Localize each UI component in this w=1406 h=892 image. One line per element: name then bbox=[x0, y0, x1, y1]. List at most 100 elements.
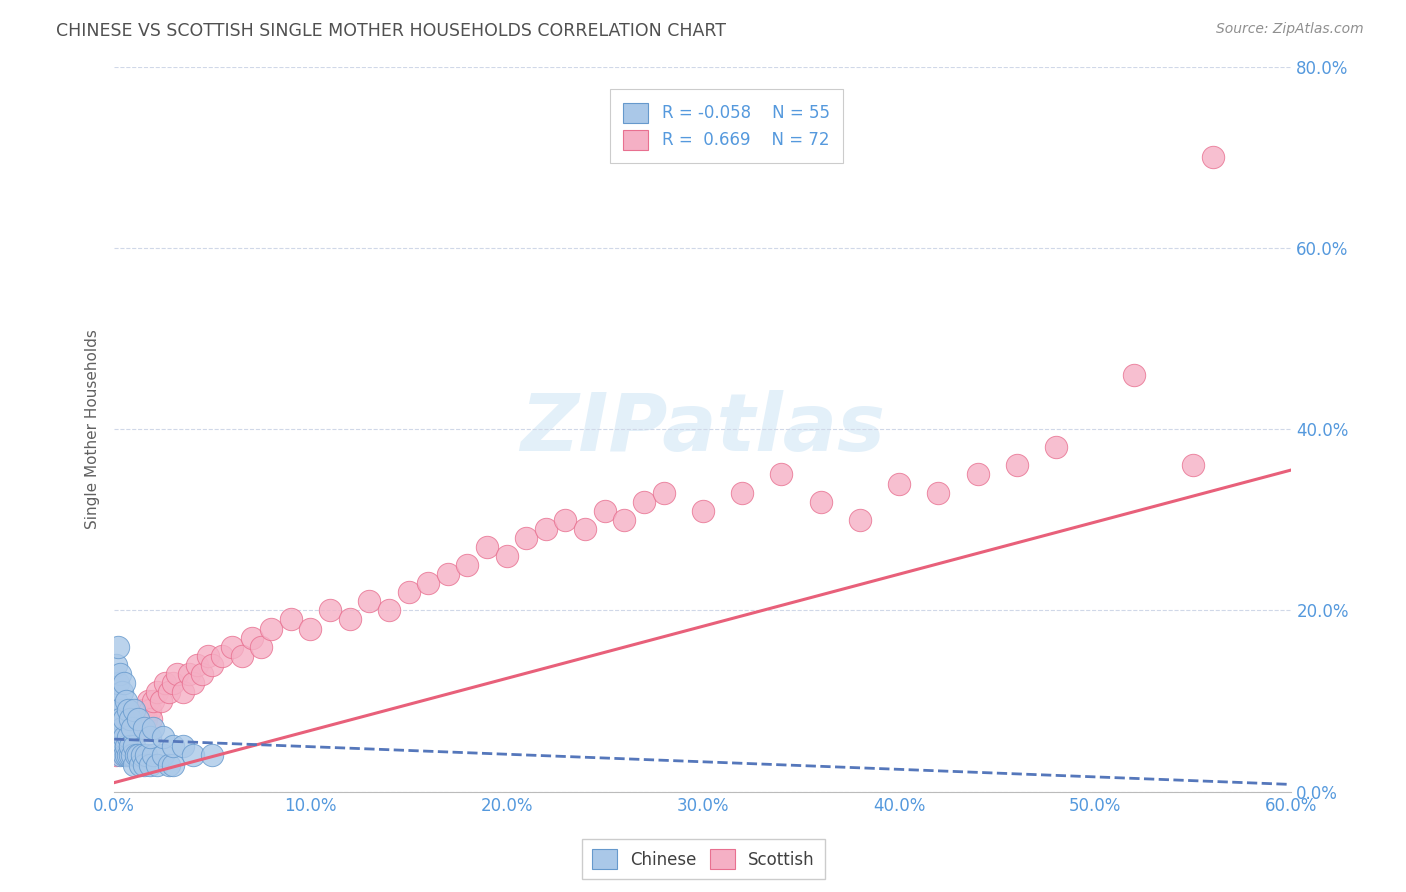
Point bbox=[117, 748, 139, 763]
Point bbox=[115, 694, 138, 708]
Point bbox=[122, 712, 145, 726]
Point bbox=[135, 748, 157, 763]
Point bbox=[319, 603, 342, 617]
Point bbox=[534, 522, 557, 536]
Point bbox=[211, 648, 233, 663]
Point bbox=[115, 739, 138, 754]
Point bbox=[191, 666, 214, 681]
Text: Source: ZipAtlas.com: Source: ZipAtlas.com bbox=[1216, 22, 1364, 37]
Point bbox=[105, 748, 128, 763]
Point bbox=[142, 721, 165, 735]
Point bbox=[172, 685, 194, 699]
Point bbox=[613, 513, 636, 527]
Point bbox=[132, 721, 155, 735]
Point bbox=[125, 721, 148, 735]
Point bbox=[574, 522, 596, 536]
Point bbox=[105, 731, 128, 745]
Y-axis label: Single Mother Households: Single Mother Households bbox=[86, 329, 100, 529]
Point bbox=[359, 594, 381, 608]
Point bbox=[111, 685, 134, 699]
Point bbox=[166, 666, 188, 681]
Point bbox=[108, 666, 131, 681]
Point bbox=[108, 731, 131, 745]
Point bbox=[966, 467, 988, 482]
Point bbox=[280, 612, 302, 626]
Point bbox=[107, 739, 129, 754]
Point bbox=[115, 748, 138, 763]
Point bbox=[177, 666, 200, 681]
Point bbox=[122, 703, 145, 717]
Point bbox=[121, 748, 143, 763]
Point bbox=[152, 748, 174, 763]
Point bbox=[849, 513, 872, 527]
Point bbox=[339, 612, 361, 626]
Text: CHINESE VS SCOTTISH SINGLE MOTHER HOUSEHOLDS CORRELATION CHART: CHINESE VS SCOTTISH SINGLE MOTHER HOUSEH… bbox=[56, 22, 727, 40]
Point bbox=[122, 739, 145, 754]
Point bbox=[108, 731, 131, 745]
Point bbox=[112, 721, 135, 735]
Point bbox=[105, 657, 128, 672]
Point bbox=[1045, 440, 1067, 454]
Point bbox=[117, 703, 139, 717]
Point bbox=[128, 757, 150, 772]
Point bbox=[115, 731, 138, 745]
Point bbox=[436, 567, 458, 582]
Point bbox=[138, 703, 160, 717]
Point bbox=[105, 694, 128, 708]
Point bbox=[731, 485, 754, 500]
Point bbox=[136, 694, 159, 708]
Point bbox=[142, 748, 165, 763]
Point bbox=[107, 640, 129, 654]
Point bbox=[250, 640, 273, 654]
Point bbox=[105, 712, 128, 726]
Point bbox=[111, 739, 134, 754]
Point bbox=[495, 549, 517, 563]
Point bbox=[112, 748, 135, 763]
Point bbox=[172, 739, 194, 754]
Point bbox=[112, 712, 135, 726]
Point bbox=[692, 504, 714, 518]
Point bbox=[122, 757, 145, 772]
Point bbox=[121, 721, 143, 735]
Point bbox=[150, 694, 173, 708]
Point bbox=[138, 731, 160, 745]
Point bbox=[127, 712, 149, 726]
Point bbox=[157, 685, 180, 699]
Point bbox=[378, 603, 401, 617]
Point bbox=[418, 576, 440, 591]
Point bbox=[515, 531, 537, 545]
Legend: Chinese, Scottish: Chinese, Scottish bbox=[582, 838, 824, 880]
Point bbox=[118, 739, 141, 754]
Point bbox=[475, 540, 498, 554]
Point bbox=[231, 648, 253, 663]
Point bbox=[146, 757, 169, 772]
Point bbox=[1123, 368, 1146, 382]
Point bbox=[1005, 458, 1028, 473]
Point bbox=[111, 721, 134, 735]
Point bbox=[108, 712, 131, 726]
Point bbox=[128, 712, 150, 726]
Point bbox=[107, 721, 129, 735]
Point bbox=[456, 558, 478, 573]
Point bbox=[162, 676, 184, 690]
Point bbox=[107, 676, 129, 690]
Point bbox=[186, 657, 208, 672]
Point bbox=[132, 757, 155, 772]
Point bbox=[162, 757, 184, 772]
Point bbox=[131, 721, 153, 735]
Point bbox=[201, 748, 224, 763]
Point bbox=[118, 712, 141, 726]
Text: ZIPatlas: ZIPatlas bbox=[520, 390, 886, 468]
Point bbox=[1182, 458, 1205, 473]
Point bbox=[125, 748, 148, 763]
Point bbox=[141, 712, 163, 726]
Point bbox=[117, 731, 139, 745]
Point bbox=[181, 676, 204, 690]
Point bbox=[121, 731, 143, 745]
Point bbox=[299, 622, 322, 636]
Point bbox=[221, 640, 243, 654]
Point bbox=[770, 467, 793, 482]
Point bbox=[153, 676, 176, 690]
Point bbox=[652, 485, 675, 500]
Point bbox=[138, 757, 160, 772]
